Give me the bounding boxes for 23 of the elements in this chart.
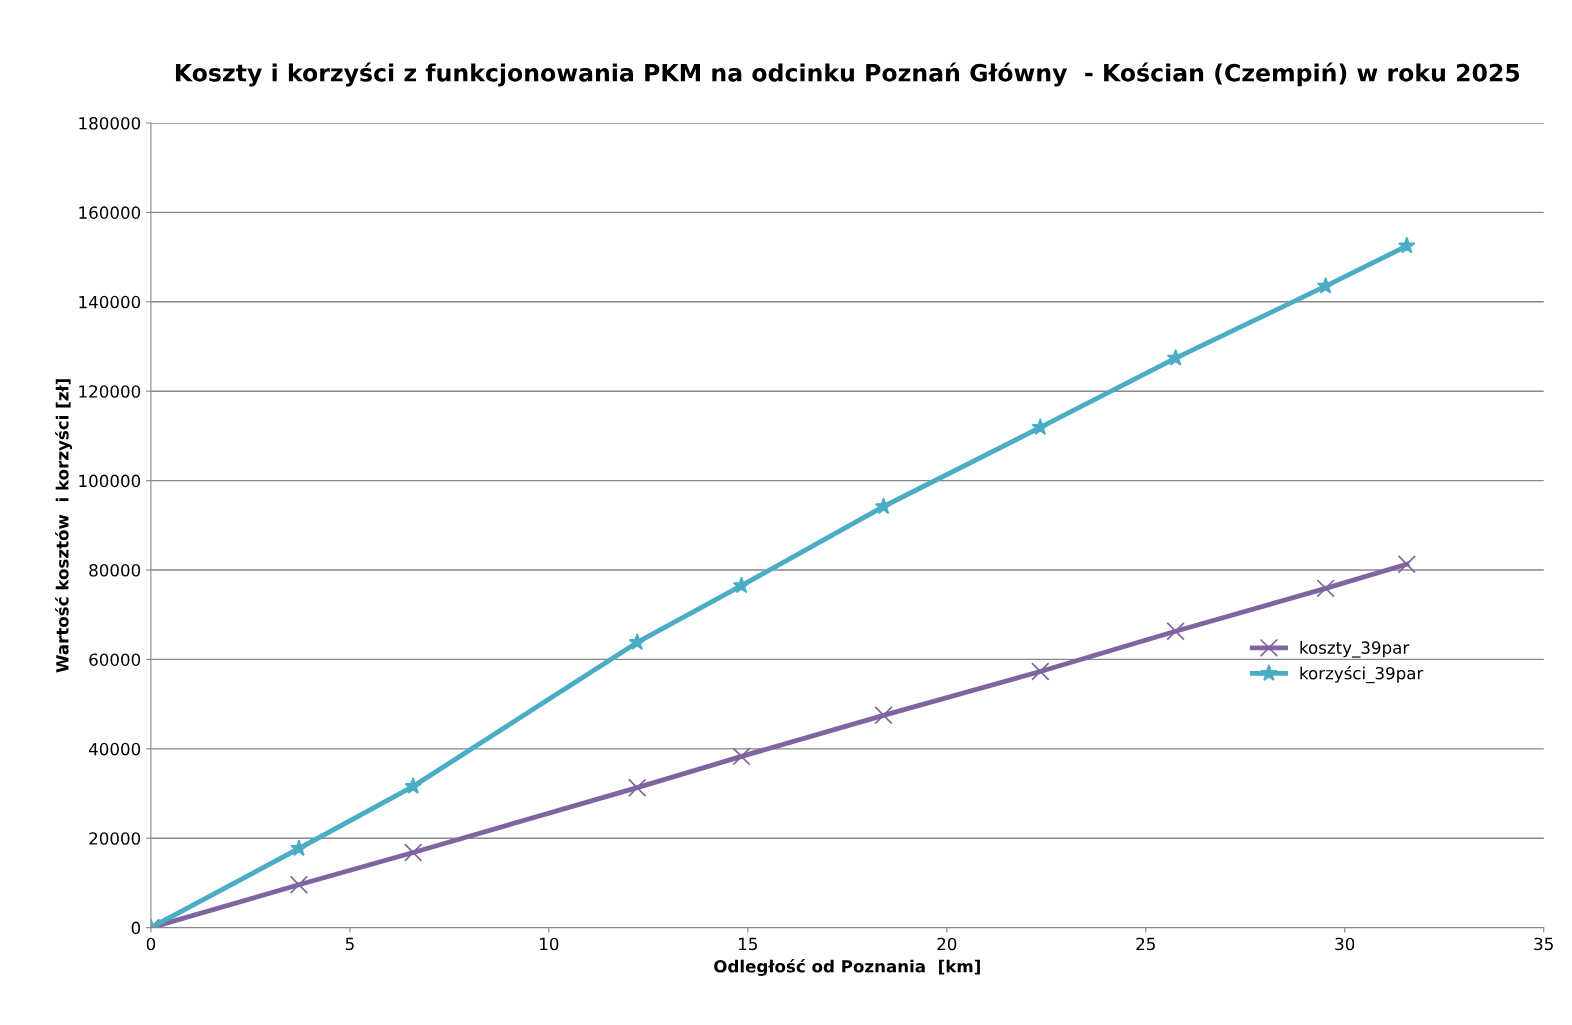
x-axis-title: Odległość od Poznania [km] [714, 959, 980, 976]
legend-label: koszty_39par [1300, 641, 1410, 658]
y-tick-label: 40000 [88, 742, 141, 756]
y-tick-label: 60000 [89, 653, 141, 666]
x-tick-label: 30 [1335, 937, 1355, 951]
chart-title: Koszty i korzyści z funkcjonowania PKM na odcinku Poznań Główny - Kościan (Czempiń) w roku 2025 [175, 62, 1520, 87]
x-tick-label: 5 [345, 937, 354, 951]
y-tick-label: 20000 [89, 832, 141, 845]
x-tick-label: 0 [146, 937, 156, 951]
x-tick-label: 20 [937, 937, 957, 951]
y-tick-label: 100000 [79, 474, 141, 488]
y-tick-label: 180000 [79, 116, 141, 130]
y-tick-label: 0 [131, 921, 141, 935]
x-tick-label: 25 [1136, 937, 1155, 951]
legend-label: korzyści_39par [1300, 665, 1424, 684]
x-tick-label: 15 [739, 937, 757, 951]
y-tick-label: 80000 [89, 563, 141, 577]
y-axis-title: Wartość kosztów i korzyści [zł] [55, 379, 73, 673]
x-tick-label: 10 [540, 937, 559, 951]
y-tick-label: 120000 [79, 385, 141, 398]
y-tick-label: 140000 [79, 295, 141, 309]
y-tick-label: 160000 [79, 206, 141, 219]
x-tick-label: 35 [1534, 937, 1553, 951]
